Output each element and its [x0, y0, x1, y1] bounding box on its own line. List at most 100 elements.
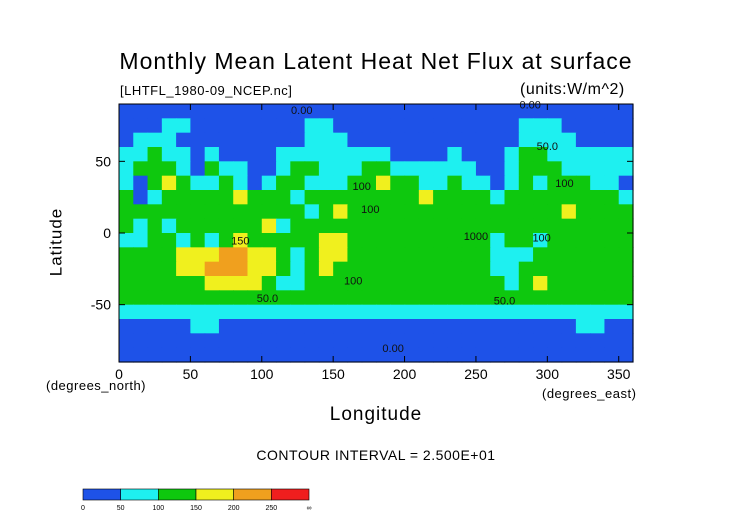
heatmap-cell	[590, 204, 606, 220]
heatmap-cell	[333, 118, 349, 134]
heatmap-cell	[204, 247, 220, 263]
heatmap-cell	[204, 161, 220, 177]
heatmap-cell	[575, 204, 591, 220]
heatmap-cell	[161, 218, 177, 234]
heatmap-cell	[547, 218, 563, 234]
contour-labels: 0.00 0.00 50.0 100 100 100 1000 100 150 50.0 50.0 1…	[231, 99, 573, 355]
heatmap-cell	[276, 204, 291, 220]
heatmap-cell	[161, 347, 177, 363]
heatmap-cell	[604, 118, 620, 134]
heatmap-cell	[447, 276, 463, 291]
heatmap-cell	[247, 261, 263, 277]
heatmap-cell	[618, 218, 634, 234]
heatmap-cell	[604, 276, 620, 291]
heatmap-cell	[590, 347, 606, 363]
heatmap-cell	[490, 190, 506, 205]
heatmap-cell	[318, 247, 334, 263]
heatmap-cell	[176, 261, 191, 277]
heatmap-cell	[533, 190, 548, 205]
heatmap-cell	[618, 276, 634, 291]
heatmap-cell	[218, 247, 234, 263]
heatmap-cell	[290, 147, 306, 162]
heatmap-cell	[304, 175, 320, 191]
heatmap-cell	[176, 247, 191, 263]
heatmap-cell	[333, 218, 349, 234]
heatmap-cell	[390, 276, 406, 291]
heatmap-cell	[176, 147, 191, 162]
heatmap-cell	[518, 175, 534, 191]
heatmap-cell	[376, 333, 391, 349]
heatmap-cell	[575, 233, 591, 248]
heatmap-cell	[247, 319, 263, 334]
heatmap-cell	[247, 161, 263, 177]
heatmap-cell	[590, 104, 606, 119]
heatmap-cell	[618, 132, 634, 148]
heatmap-cell	[361, 261, 377, 277]
heatmap-cell	[561, 276, 577, 291]
heatmap-cell	[461, 204, 477, 220]
heatmap-cell	[147, 319, 163, 334]
heatmap-cell	[218, 233, 234, 248]
heatmap-cell	[433, 118, 448, 134]
heatmap-cell	[461, 347, 477, 363]
heatmap-cell	[119, 190, 134, 205]
heatmap-cell	[575, 132, 591, 148]
heatmap-cell	[204, 204, 220, 220]
heatmap-cell	[133, 190, 149, 205]
heatmap-cell	[533, 233, 548, 248]
heatmap-cell	[318, 304, 334, 320]
heatmap-cell	[490, 204, 506, 220]
heatmap-cell	[347, 147, 363, 162]
heatmap-cell	[176, 132, 191, 148]
heatmap-cell	[333, 333, 349, 349]
heatmap-cell	[347, 347, 363, 363]
heatmap-cell	[604, 304, 620, 320]
contour-label: 0.00	[382, 343, 403, 355]
heatmap-cell	[561, 218, 577, 234]
heatmap-cell	[204, 276, 220, 291]
heatmap-cell	[575, 261, 591, 277]
heatmap-cell	[404, 247, 420, 263]
heatmap-cell	[433, 304, 448, 320]
heatmap-cell	[276, 233, 291, 248]
heatmap-cell	[318, 132, 334, 148]
heatmap-cell	[561, 304, 577, 320]
heatmap-cell	[276, 147, 291, 162]
heatmap-cell	[190, 118, 206, 134]
heatmap-cell	[390, 161, 406, 177]
heatmap-cell	[333, 104, 349, 119]
heatmap-cell	[347, 304, 363, 320]
heatmap-cell	[376, 347, 391, 363]
heatmap-cell	[447, 204, 463, 220]
heatmap-cell	[133, 333, 149, 349]
heatmap-cell	[447, 132, 463, 148]
heatmap-cell	[161, 132, 177, 148]
heatmap-cell	[433, 333, 448, 349]
x-tick-label: 100	[250, 366, 274, 382]
heatmap-cell	[618, 333, 634, 349]
heatmap-cell	[475, 233, 491, 248]
heatmap-cell	[418, 261, 434, 277]
heatmap-cell	[247, 304, 263, 320]
heatmap-cell	[575, 190, 591, 205]
heatmap-cell	[475, 175, 491, 191]
heatmap-cell	[304, 218, 320, 234]
heatmap-cell	[333, 247, 349, 263]
heatmap-cell	[276, 276, 291, 291]
heatmap-cell	[433, 233, 448, 248]
heatmap-cell	[475, 347, 491, 363]
heatmap-cell	[475, 190, 491, 205]
heatmap-cell	[433, 104, 448, 119]
heatmap-cell	[218, 147, 234, 162]
heatmap-cell	[290, 290, 306, 306]
heatmap-cell	[533, 204, 548, 220]
heatmap-cell	[518, 147, 534, 162]
heatmap-cell	[347, 204, 363, 220]
heatmap-cell	[161, 319, 177, 334]
heatmap-cell	[533, 161, 548, 177]
heatmap-cell	[533, 175, 548, 191]
heatmap-cell	[490, 261, 506, 277]
heatmap-cell	[418, 319, 434, 334]
heatmap-cell	[304, 247, 320, 263]
heatmap-cell	[347, 132, 363, 148]
